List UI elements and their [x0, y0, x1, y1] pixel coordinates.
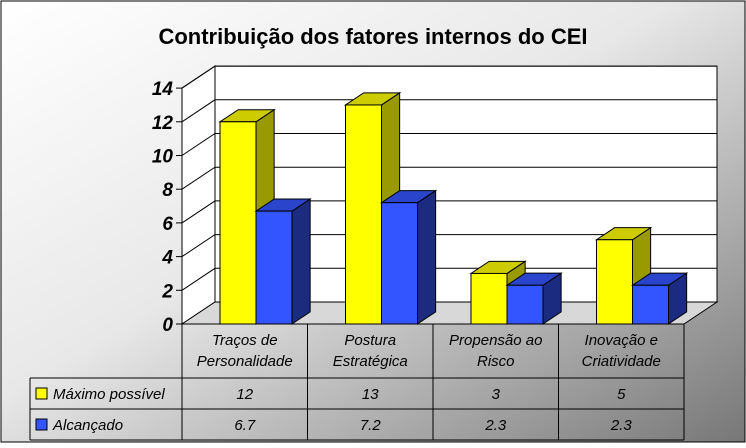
- y-tick-label: 14: [152, 79, 174, 100]
- category-label: Traços de: [212, 332, 278, 349]
- y-tick-label: 12: [152, 113, 174, 134]
- plot-area: 0 2 4 6 8 10 12 14 Traços de Personalidade Postura…: [29, 65, 719, 441]
- gridline: [181, 133, 717, 156]
- data-label: 2.3: [610, 417, 633, 434]
- data-label: 3: [492, 386, 501, 403]
- data-label: 13: [362, 386, 379, 403]
- category-label: Criatividade: [582, 353, 661, 370]
- y-tick-label: 2: [161, 281, 173, 302]
- data-label: 2.3: [484, 417, 507, 434]
- bar: [345, 104, 382, 325]
- bar: [255, 210, 293, 325]
- data-label: 5: [617, 386, 626, 403]
- category-label: Inovação e: [585, 332, 658, 349]
- gridline: [181, 166, 717, 190]
- bar: [596, 239, 633, 325]
- side-wall: [181, 65, 216, 325]
- y-tick-label: 4: [161, 248, 173, 269]
- gridline: [181, 267, 717, 291]
- category-label: Risco: [477, 353, 515, 370]
- y-tick-label: 10: [152, 147, 174, 168]
- legend-swatch: [35, 418, 48, 431]
- category-label: Personalidade: [197, 353, 293, 370]
- bar: [381, 202, 418, 325]
- gridline: [181, 99, 717, 123]
- gridline: [181, 65, 717, 89]
- data-label: 7.2: [360, 417, 382, 434]
- category-label: Propensão ao: [449, 332, 542, 349]
- gridline: [181, 200, 717, 224]
- bar: [470, 272, 508, 325]
- category-label: Estratégica: [333, 353, 408, 370]
- y-tick-label: 6: [162, 214, 173, 235]
- gridline: [181, 234, 717, 258]
- category-label: Postura: [344, 332, 396, 349]
- y-tick-label: 8: [162, 180, 173, 201]
- bar: [632, 284, 669, 325]
- bar-side: [417, 189, 437, 325]
- legend-label: Máximo possível: [53, 386, 165, 403]
- bar-side: [291, 198, 311, 325]
- bar: [219, 121, 257, 325]
- data-label: 12: [236, 386, 253, 403]
- data-label: 6.7: [234, 417, 256, 434]
- legend-label: Alcançado: [52, 417, 123, 434]
- legend-swatch: [35, 387, 48, 400]
- y-tick-label: 0: [162, 315, 173, 336]
- chart-title: Contribuição dos fatores internos do CEI: [158, 24, 587, 49]
- bar: [506, 284, 544, 325]
